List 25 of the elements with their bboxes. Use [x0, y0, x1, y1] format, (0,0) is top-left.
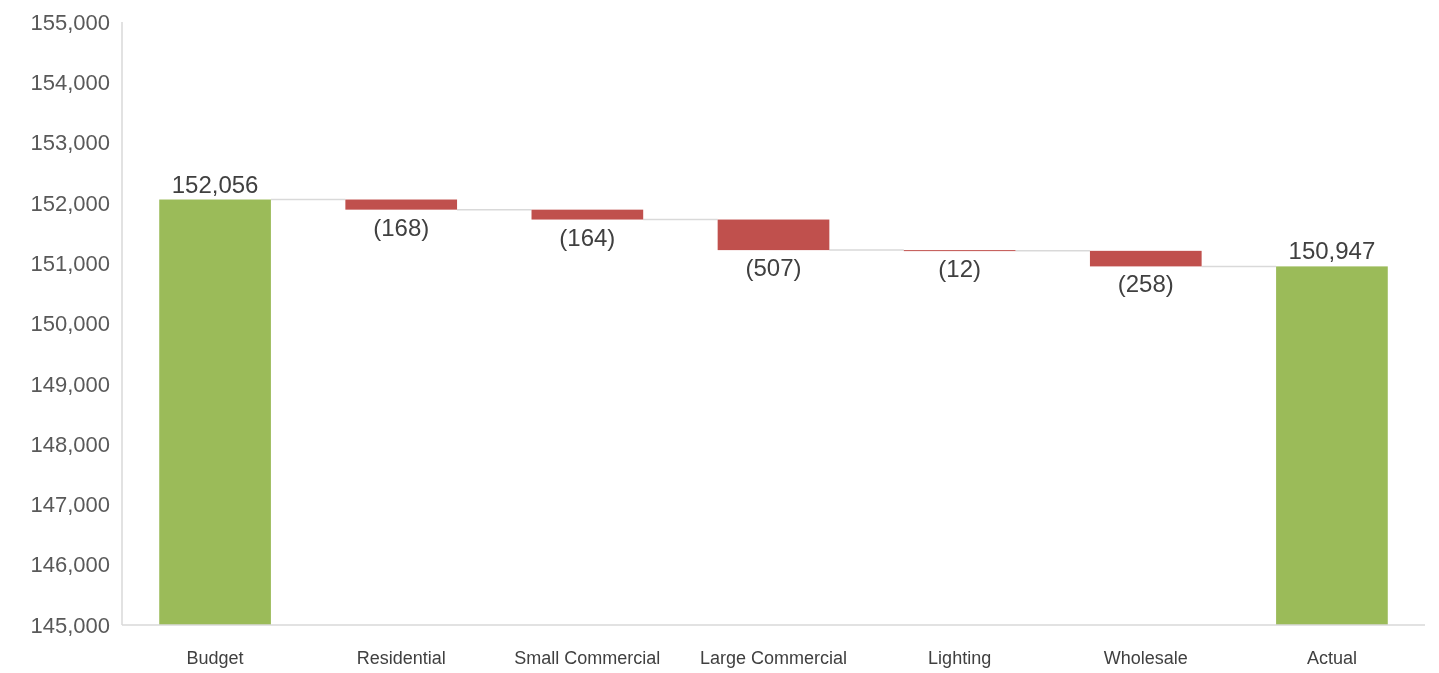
- data-label: (168): [373, 213, 430, 241]
- y-tick-label: 149,000: [30, 371, 110, 397]
- y-tick-label: 155,000: [30, 9, 110, 35]
- data-label: (164): [559, 223, 616, 251]
- data-label: 152,056: [171, 170, 259, 198]
- x-tick-label: Actual: [1306, 648, 1357, 668]
- y-tick-label: 151,000: [30, 250, 110, 276]
- y-tick-label: 145,000: [30, 612, 110, 638]
- data-label: 150,947: [1288, 237, 1376, 265]
- y-tick-label: 154,000: [30, 70, 110, 95]
- x-tick-label: Lighting: [928, 648, 992, 668]
- y-tick-label: 150,000: [30, 311, 110, 337]
- x-tick-label: Large Commercial: [699, 648, 848, 668]
- data-label: (12): [938, 254, 981, 282]
- y-tick-label: 152,000: [30, 190, 110, 216]
- x-tick-label: Small Commercial: [514, 648, 661, 668]
- y-tick-label: 153,000: [30, 130, 110, 156]
- y-tick-label: 146,000: [30, 552, 110, 578]
- data-label: (258): [1117, 270, 1174, 298]
- x-tick-label: Budget: [186, 648, 244, 668]
- y-tick-label: 148,000: [30, 431, 110, 457]
- data-label: (507): [745, 254, 802, 282]
- y-tick-label: 147,000: [30, 492, 110, 518]
- x-tick-label: Residential: [356, 648, 446, 668]
- x-tick-label: Wholesale: [1103, 648, 1188, 668]
